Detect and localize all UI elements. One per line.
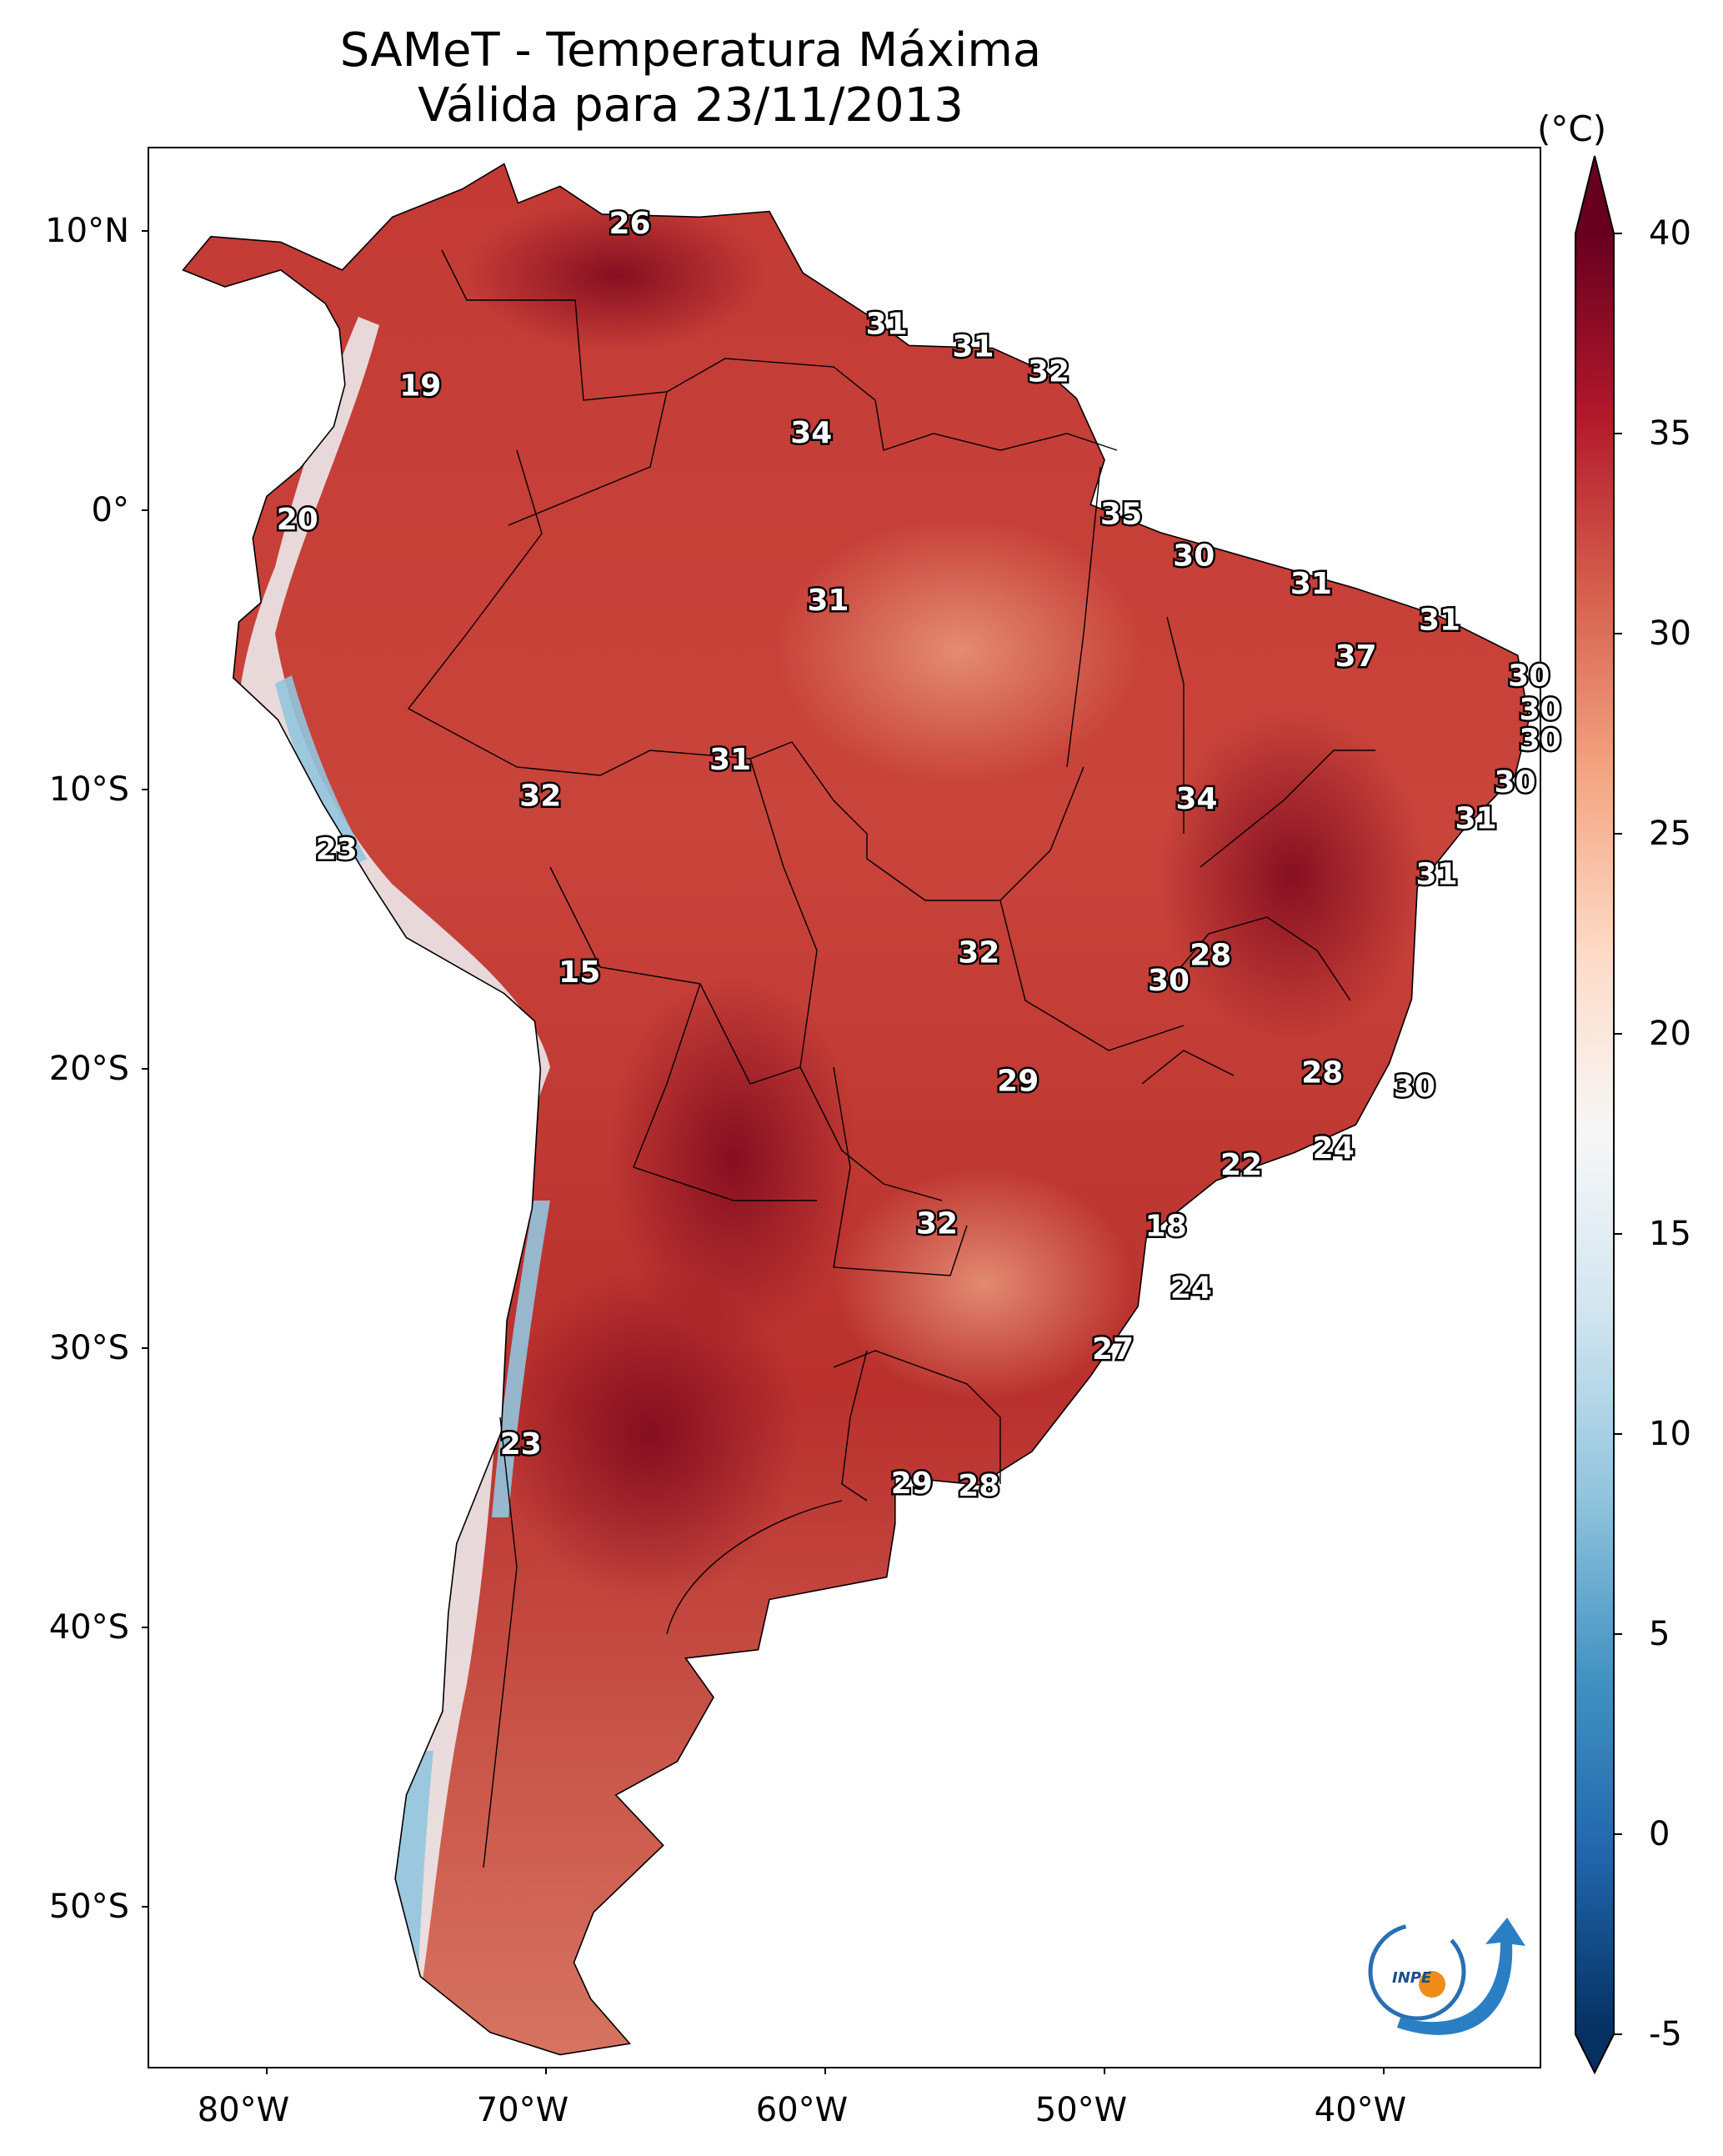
temperature-value-label: 30 <box>1520 693 1561 727</box>
warm-area-amazon <box>775 517 1142 784</box>
temperature-value-label: 34 <box>1175 782 1217 816</box>
axis-ticks <box>142 230 1385 2074</box>
temperature-value-label: 15 <box>558 955 600 990</box>
lat-label: 40°S <box>48 1608 129 1647</box>
lon-label: 60°W <box>755 2091 849 2129</box>
temperature-value-label: 31 <box>1290 567 1332 601</box>
lon-label: 50°W <box>1034 2091 1128 2129</box>
temperature-value-label: 32 <box>1028 355 1069 389</box>
continent-land <box>183 163 1530 2055</box>
temperature-value-label: 30 <box>1508 659 1550 694</box>
colorbar-label: 5 <box>1649 1615 1670 1653</box>
hot-area-pampas <box>500 1267 800 1601</box>
colorbar-label: 40 <box>1649 214 1691 253</box>
hot-area-venezuela <box>467 200 767 350</box>
temperature-value-label: 30 <box>1520 724 1561 758</box>
temperature-value-label: 27 <box>1092 1332 1134 1366</box>
colorbar-top-arrow <box>1575 156 1614 233</box>
lat-label: 30°S <box>48 1329 129 1367</box>
lon-label: 40°W <box>1314 2091 1407 2129</box>
lat-label: 10°S <box>48 770 129 809</box>
colorbar-unit: (°C) <box>1537 108 1607 149</box>
colorbar-label: 25 <box>1649 815 1691 853</box>
colorbar-ticks <box>1614 233 1622 2035</box>
temperature-value-label: 31 <box>807 584 849 618</box>
temperature-value-label: 29 <box>891 1467 933 1501</box>
colorbar-label: 30 <box>1649 614 1691 653</box>
temperature-value-label: 35 <box>1100 497 1142 531</box>
map-subtitle: Válida para 23/11/2013 <box>418 78 964 133</box>
warm-area-south-brazil <box>834 1167 1134 1401</box>
temperature-value-label: 31 <box>709 743 751 777</box>
temperature-value-label: 31 <box>866 308 908 342</box>
lon-label: 70°W <box>476 2091 569 2129</box>
map-title: SAMeT - Temperatura Máxima <box>339 23 1042 78</box>
temperature-value-label: 31 <box>1419 604 1460 638</box>
temperature-value-label: 22 <box>1220 1148 1262 1182</box>
colorbar-label: 35 <box>1649 414 1691 453</box>
temperature-value-label: 18 <box>1145 1210 1187 1244</box>
temperature-value-label: 37 <box>1335 639 1376 674</box>
temperature-value-label: 34 <box>790 416 832 450</box>
country-borders <box>407 249 1375 1868</box>
temperature-value-label: 24 <box>1313 1131 1355 1166</box>
coastline <box>182 163 1530 2056</box>
hot-area-chaco <box>609 975 859 1342</box>
colorbar-label: 15 <box>1649 1215 1691 1253</box>
temperature-value-label: 30 <box>1494 765 1535 800</box>
temperature-value-label: 29 <box>997 1064 1039 1098</box>
colorbar-label: 0 <box>1649 1815 1670 1853</box>
temperature-value-label: 30 <box>1394 1070 1435 1104</box>
temperature-value-label: 26 <box>609 207 650 241</box>
temperature-value-label: 30 <box>1173 539 1215 574</box>
temperature-value-label: 32 <box>916 1206 958 1241</box>
temperature-value-label: 19 <box>399 369 441 403</box>
temperature-value-label: 28 <box>1190 939 1231 973</box>
temperature-value-label: 30 <box>1148 964 1190 998</box>
temperature-value-label: 32 <box>519 780 561 814</box>
colorbar-bottom-arrow <box>1575 2034 1614 2073</box>
temperature-value-label: 28 <box>1301 1055 1343 1090</box>
temperature-value-label: 32 <box>958 935 999 970</box>
temperature-value-label: 23 <box>316 832 358 866</box>
colorbar-label: -5 <box>1649 2015 1682 2053</box>
inpe-logo: INPE <box>1368 1918 1525 2035</box>
temperature-value-label: 31 <box>1455 802 1496 836</box>
temperature-value-label: 24 <box>1170 1271 1212 1305</box>
lat-label: 0° <box>91 491 129 529</box>
andes-cool-strip <box>235 317 550 2018</box>
lon-label: 80°W <box>197 2091 290 2129</box>
lat-label: 50°S <box>48 1888 129 1926</box>
hot-area-northeast <box>1159 709 1425 1042</box>
temperature-value-label: 28 <box>958 1469 999 1503</box>
temperature-value-label: 20 <box>277 503 318 537</box>
colorbar-body <box>1575 233 1614 2034</box>
lat-label: 20°S <box>48 1050 129 1088</box>
inpe-logo-text: INPE <box>1392 1969 1432 1987</box>
colorbar-label: 20 <box>1649 1015 1691 1053</box>
colorbar-label: 10 <box>1649 1415 1691 1453</box>
temperature-value-label: 23 <box>500 1427 542 1462</box>
temperature-value-label: 31 <box>952 329 994 364</box>
temperature-value-label: 31 <box>1416 858 1458 892</box>
lat-label: 10°N <box>45 212 129 250</box>
